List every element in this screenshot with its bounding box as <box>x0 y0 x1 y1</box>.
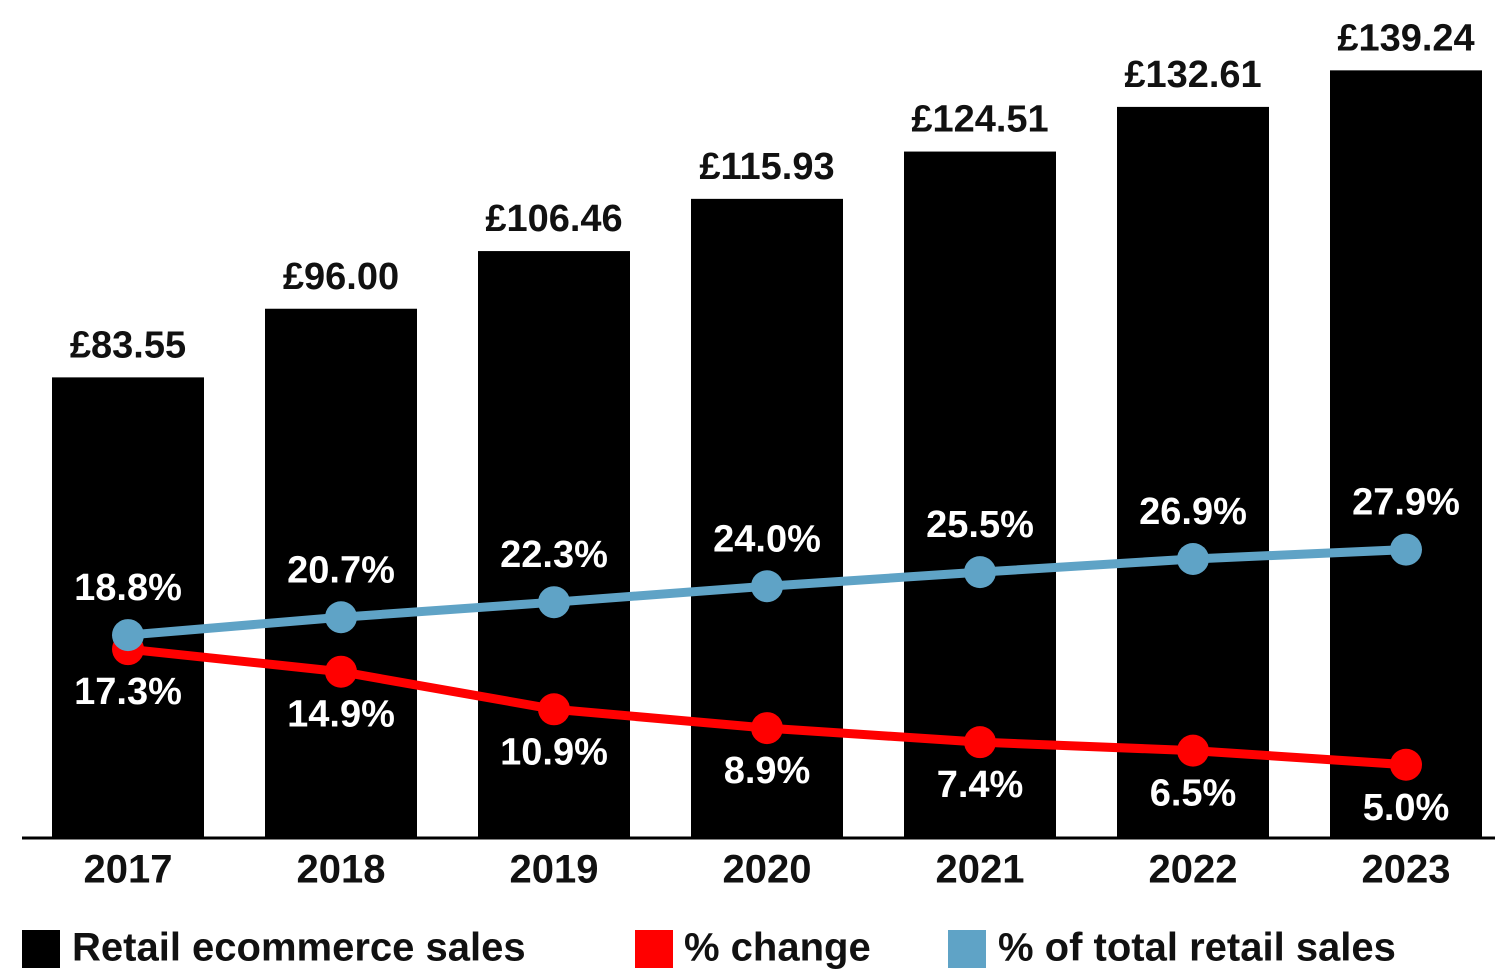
line-value-label: 8.9% <box>724 750 811 792</box>
legend-swatch <box>635 930 673 968</box>
line-value-label: 25.5% <box>926 504 1034 546</box>
bar-value-label: £96.00 <box>283 256 399 298</box>
line-marker <box>325 655 357 688</box>
bar-value-label: £124.51 <box>911 99 1048 141</box>
line-value-label: 14.9% <box>287 694 395 736</box>
x-tick-label: 2022 <box>1149 848 1238 892</box>
line-value-label: 5.0% <box>1363 787 1450 829</box>
line-marker <box>1177 734 1209 767</box>
bar <box>478 251 630 838</box>
line-value-label: 26.9% <box>1139 491 1247 533</box>
line-value-label: 7.4% <box>937 764 1024 806</box>
line-marker <box>325 601 357 634</box>
line-marker <box>751 570 783 603</box>
line-value-label: 27.9% <box>1352 482 1460 524</box>
x-tick-label: 2019 <box>510 848 599 892</box>
bar-value-label: £83.55 <box>70 324 186 366</box>
line-value-label: 24.0% <box>713 518 821 560</box>
bar-value-label: £132.61 <box>1124 54 1261 96</box>
line-value-label: 20.7% <box>287 549 395 591</box>
x-tick-label: 2023 <box>1362 848 1451 892</box>
line-marker <box>538 693 570 726</box>
bar-value-label: £106.46 <box>485 198 622 240</box>
line-value-label: 18.8% <box>74 567 182 609</box>
line-value-label: 17.3% <box>74 671 182 713</box>
line-marker <box>751 712 783 745</box>
x-tick-label: 2020 <box>723 848 812 892</box>
line-value-label: 6.5% <box>1150 773 1237 815</box>
line-marker <box>1177 542 1209 575</box>
line-marker <box>112 619 144 652</box>
bar <box>52 377 204 838</box>
bar <box>904 151 1056 839</box>
line-marker <box>964 726 996 759</box>
line-value-label: 22.3% <box>500 534 608 576</box>
x-tick-label: 2021 <box>936 848 1025 892</box>
line-marker <box>1390 533 1422 566</box>
bar-value-label: £115.93 <box>699 146 834 188</box>
x-tick-label: 2018 <box>297 848 386 892</box>
x-tick-label: 2017 <box>84 848 173 892</box>
bar-value-label: £139.24 <box>1337 17 1474 59</box>
bar <box>265 308 417 839</box>
legend-swatch <box>22 930 60 968</box>
bar <box>1117 106 1269 838</box>
legend-label: Retail ecommerce sales <box>72 926 526 970</box>
line-marker <box>1390 748 1422 781</box>
legend-label: % change <box>684 926 871 970</box>
line-marker <box>538 586 570 619</box>
line-marker <box>964 556 996 589</box>
line-value-label: 10.9% <box>500 731 608 773</box>
legend-label: % of total retail sales <box>998 926 1396 970</box>
bar <box>1330 70 1482 838</box>
legend-swatch <box>948 930 986 968</box>
